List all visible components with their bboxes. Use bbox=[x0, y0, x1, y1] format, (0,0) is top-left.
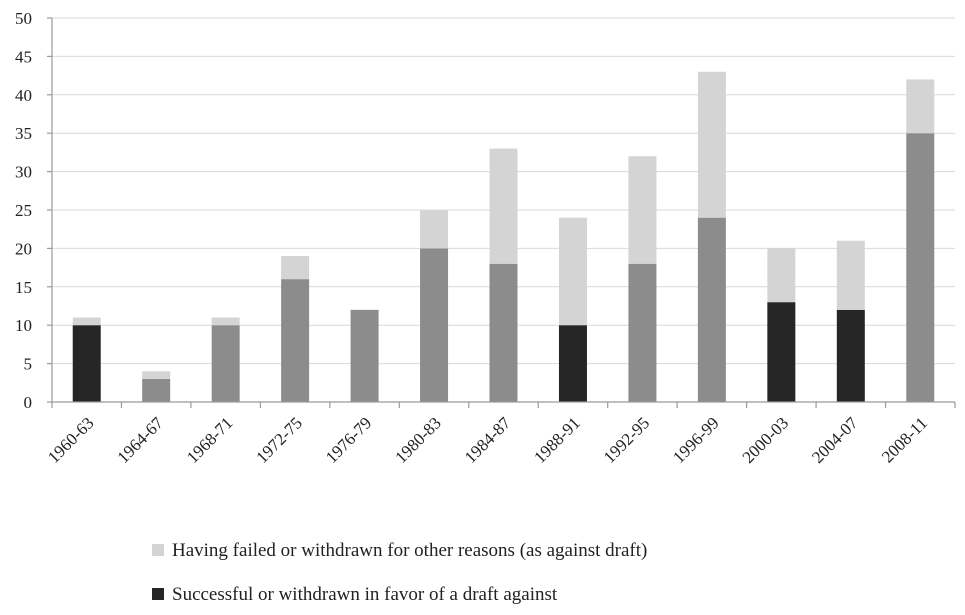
y-tick-label: 45 bbox=[15, 47, 32, 66]
bar-top-2008-11 bbox=[906, 79, 935, 134]
bar-top-1964-67 bbox=[142, 371, 171, 379]
x-tick-label: 1976-79 bbox=[322, 413, 376, 467]
y-tick-label: 40 bbox=[15, 86, 32, 105]
x-tick-label: 2004-07 bbox=[808, 413, 862, 467]
bar-top-2000-03 bbox=[767, 248, 796, 303]
y-tick-label: 5 bbox=[24, 355, 33, 374]
bar-top-1972-75 bbox=[281, 256, 310, 280]
bar-bottom-1984-87 bbox=[489, 263, 518, 402]
y-tick-label: 50 bbox=[15, 9, 32, 28]
x-tick-label: 1972-75 bbox=[252, 413, 306, 467]
bar-top-1984-87 bbox=[489, 148, 518, 264]
bar-bottom-1964-67 bbox=[142, 378, 171, 402]
bar-top-2004-07 bbox=[836, 240, 865, 310]
x-tick-label: 1960-63 bbox=[44, 413, 98, 467]
x-tick-label: 1996-99 bbox=[669, 413, 723, 467]
y-tick-label: 10 bbox=[15, 316, 32, 335]
x-tick-label: 1964-67 bbox=[114, 413, 168, 467]
y-tick-label: 20 bbox=[15, 239, 32, 258]
legend: Having failed or withdrawn for other rea… bbox=[152, 540, 647, 605]
bar-top-1968-71 bbox=[211, 317, 240, 326]
bar-bottom-2008-11 bbox=[906, 133, 935, 402]
bar-bottom-1968-71 bbox=[211, 325, 240, 402]
bar-bottom-1972-75 bbox=[281, 279, 310, 402]
bar-bottom-1992-95 bbox=[628, 263, 657, 402]
bar-top-1988-91 bbox=[558, 217, 587, 326]
bar-top-1980-83 bbox=[420, 210, 449, 249]
bar-bottom-2004-07 bbox=[836, 309, 865, 402]
bar-top-1992-95 bbox=[628, 156, 657, 264]
y-tick-label: 35 bbox=[15, 124, 32, 143]
bar-bottom-1960-63 bbox=[72, 325, 101, 402]
bar-bottom-1976-79 bbox=[350, 309, 379, 402]
bar-top-1960-63 bbox=[72, 317, 101, 326]
x-tick-label: 2008-11 bbox=[878, 413, 931, 466]
x-tick-label: 1980-83 bbox=[391, 413, 445, 467]
legend-swatch bbox=[152, 588, 164, 600]
legend-swatch bbox=[152, 544, 164, 556]
legend-label: Having failed or withdrawn for other rea… bbox=[172, 540, 647, 561]
x-tick-label: 2000-03 bbox=[739, 413, 793, 467]
bars bbox=[72, 71, 935, 402]
bar-bottom-1996-99 bbox=[697, 217, 726, 402]
bar-bottom-1988-91 bbox=[558, 325, 587, 402]
y-tick-label: 0 bbox=[24, 393, 33, 412]
x-tick-label: 1984-87 bbox=[461, 413, 515, 467]
bar-bottom-1980-83 bbox=[420, 248, 449, 402]
x-tick-label: 1992-95 bbox=[600, 413, 654, 467]
bar-top-1996-99 bbox=[697, 71, 726, 218]
x-tick-label: 1968-71 bbox=[183, 413, 237, 467]
y-tick-label: 30 bbox=[15, 163, 32, 182]
bar-bottom-2000-03 bbox=[767, 302, 796, 402]
y-tick-label: 15 bbox=[15, 278, 32, 297]
legend-label: Successful or withdrawn in favor of a dr… bbox=[172, 584, 558, 605]
y-tick-label: 25 bbox=[15, 201, 32, 220]
x-tick-label: 1988-91 bbox=[530, 413, 584, 467]
